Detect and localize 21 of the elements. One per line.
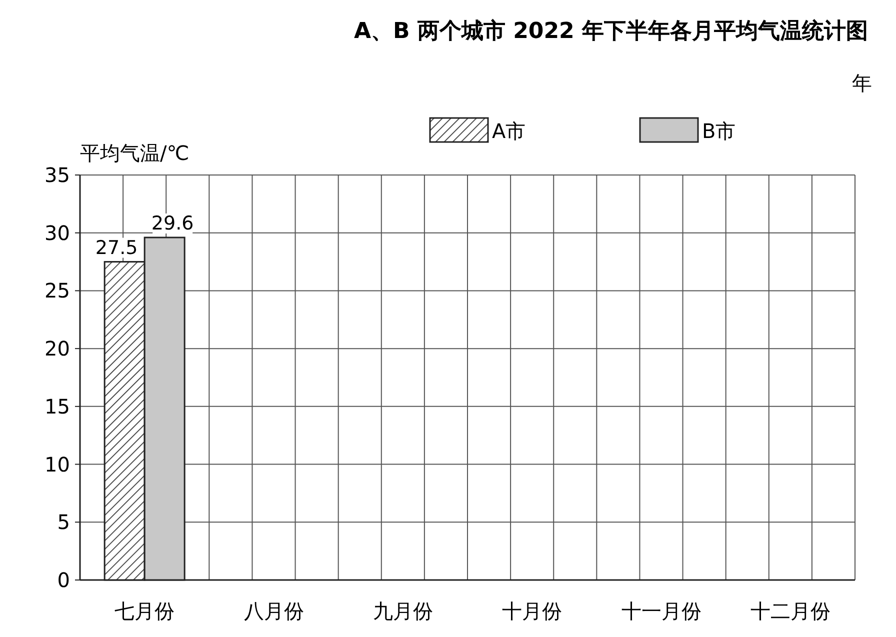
- data-label: 27.5: [95, 236, 138, 259]
- legend-label: A市: [492, 119, 526, 143]
- y-tick-label: 25: [44, 278, 70, 303]
- y-tick-label: 30: [44, 220, 70, 245]
- x-tick-label: 十二月份: [750, 599, 830, 623]
- y-tick-label: 20: [44, 336, 70, 361]
- data-label: 29.6: [151, 212, 194, 234]
- y-tick-label: 0: [57, 568, 70, 592]
- y-tick-label: 35: [44, 163, 70, 187]
- x-tick-label: 十月份: [502, 599, 562, 623]
- legend-label: B市: [702, 119, 736, 143]
- text: 年: [852, 71, 872, 95]
- y-tick-label: 10: [44, 452, 70, 476]
- y-tick-label: 5: [57, 510, 70, 534]
- x-tick-label: 八月份: [244, 599, 304, 623]
- x-tick-label: 九月份: [372, 599, 433, 623]
- y-axis-title: 平均气温/℃: [80, 141, 190, 165]
- y-tick-label: 15: [44, 394, 70, 418]
- x-tick-label: 十一月份: [621, 599, 702, 623]
- x-tick-label: 七月份: [114, 599, 175, 623]
- chart-title: A、B 两个城市 2022 年下半年各月平均气温统计图: [354, 18, 868, 44]
